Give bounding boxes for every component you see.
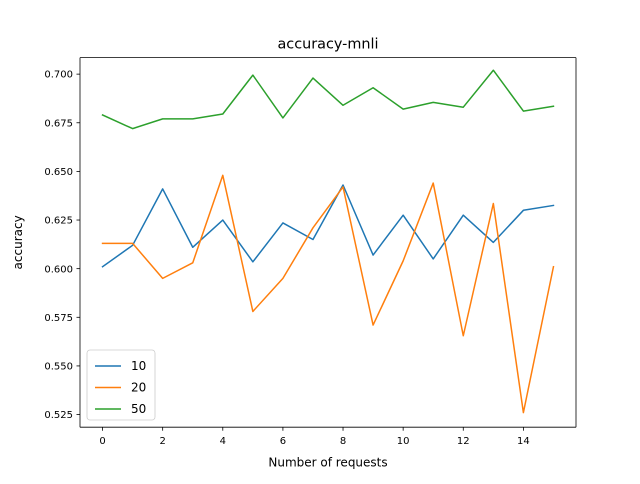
- series-line-50: [101, 69, 555, 130]
- chart-title: accuracy-mnli: [277, 37, 378, 53]
- y-axis-ticks: 0.525 0.550 0.575 0.600 0.625 0.650 0.675 0.700: [44, 70, 80, 421]
- y-tick-label: 0.575: [44, 313, 73, 324]
- legend-frame: [86, 349, 156, 421]
- y-tick-label: 0.700: [44, 70, 73, 81]
- legend-items: 10 20 50: [95, 359, 146, 416]
- x-tick-label: 6: [280, 436, 286, 447]
- y-axis-label: accuracy: [11, 215, 25, 269]
- series-line-20: [101, 174, 555, 414]
- series-line-10: [101, 184, 555, 268]
- x-tick-label: 12: [457, 436, 470, 447]
- y-tick-label: 0.600: [44, 264, 73, 275]
- legend-label: 50: [131, 402, 146, 416]
- x-tick-label: 0: [99, 436, 105, 447]
- y-tick-label: 0.650: [44, 167, 73, 178]
- legend-label: 10: [131, 359, 146, 373]
- legend: 10 20 50: [86, 349, 156, 421]
- y-tick-label: 0.550: [44, 362, 73, 373]
- y-tick-label: 0.525: [44, 410, 73, 421]
- x-tick-label: 4: [220, 436, 226, 447]
- x-tick-label: 10: [397, 436, 410, 447]
- x-tick-label: 14: [517, 436, 530, 447]
- legend-label: 20: [131, 381, 146, 395]
- y-tick-label: 0.625: [44, 216, 73, 227]
- series-layer: [101, 69, 555, 414]
- x-axis-ticks: 0 2 4 6 8 10 12 14: [99, 427, 530, 447]
- x-tick-label: 2: [159, 436, 165, 447]
- y-tick-label: 0.675: [44, 118, 73, 129]
- x-tick-label: 8: [340, 436, 346, 447]
- x-axis-label: Number of requests: [268, 456, 387, 470]
